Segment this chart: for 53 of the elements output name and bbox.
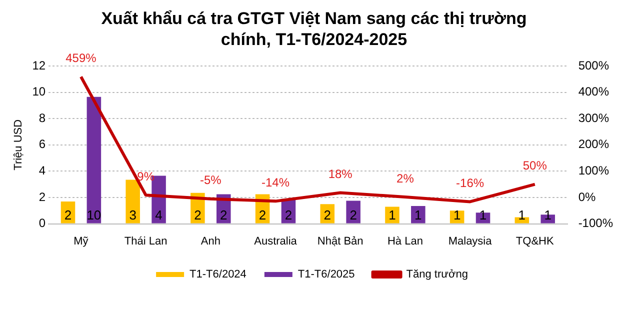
y-tick-label: 10 (32, 84, 46, 99)
y-axis-title: Triệu USD (12, 119, 25, 170)
data-label: 2 (284, 207, 292, 222)
y-tick-label: 8 (38, 110, 46, 125)
x-tick-label: Hà Lan (387, 235, 423, 248)
y2-tick-label: 500% (578, 58, 610, 72)
data-label: 9% (137, 169, 155, 184)
x-tick-label: Australia (254, 235, 298, 248)
y2-tick-label: 200% (578, 137, 610, 152)
y2-tick-label: 0% (578, 190, 596, 204)
bar (411, 206, 426, 224)
data-label: 1 (388, 207, 396, 222)
bar (346, 200, 360, 224)
data-label: 2 (350, 207, 357, 222)
chart-title: Xuất khẩu cá tra GTGT Việt Nam sang các thị trường chính, T1-T6/2024-2025 (100, 8, 528, 50)
data-label: 459% (66, 51, 97, 66)
y2-tick-label: -100% (578, 216, 614, 230)
data-label: 2 (324, 207, 331, 222)
data-label: 3 (129, 207, 136, 222)
data-label: 2 (258, 207, 266, 222)
data-label: 1 (453, 207, 461, 222)
legend-label: T1-T6/2025 (298, 268, 355, 281)
x-tick-label: Anh (200, 235, 220, 248)
y-tick-label: 2 (38, 190, 46, 204)
x-tick-label: Thái Lan (124, 235, 168, 248)
y-tick-label: 6 (38, 137, 46, 152)
y2-tick-label: 300% (578, 110, 610, 125)
data-label: 2 (220, 207, 228, 222)
x-tick-label: Nhật Bản (317, 235, 364, 248)
y-tick-label: 4 (38, 164, 46, 178)
data-label: 2% (396, 171, 414, 186)
x-tick-label: TQ&HK (516, 235, 554, 248)
data-label: 50% (522, 158, 548, 173)
data-label: 10 (86, 207, 102, 222)
y2-tick-label: 100% (578, 164, 610, 178)
legend-label: Tăng trưởng (406, 268, 468, 281)
data-label: 4 (155, 207, 162, 222)
y2-tick-label: 400% (578, 84, 610, 99)
x-tick-label: Mỹ (74, 235, 89, 248)
data-label: -14% (262, 175, 290, 190)
data-label: 18% (328, 167, 353, 182)
y-tick-label: 12 (32, 58, 46, 72)
x-tick-label: Malaysia (448, 235, 493, 248)
y-tick-label: 0 (38, 216, 46, 230)
data-label: 1 (414, 207, 422, 222)
bar (126, 180, 140, 224)
bar (86, 96, 102, 224)
data-label: 2 (64, 207, 72, 222)
legend-label: T1-T6/2024 (190, 268, 246, 281)
data-label: 2 (194, 207, 202, 222)
bar (385, 206, 400, 224)
data-label: -16% (456, 176, 484, 190)
data-label: -5% (200, 173, 222, 188)
